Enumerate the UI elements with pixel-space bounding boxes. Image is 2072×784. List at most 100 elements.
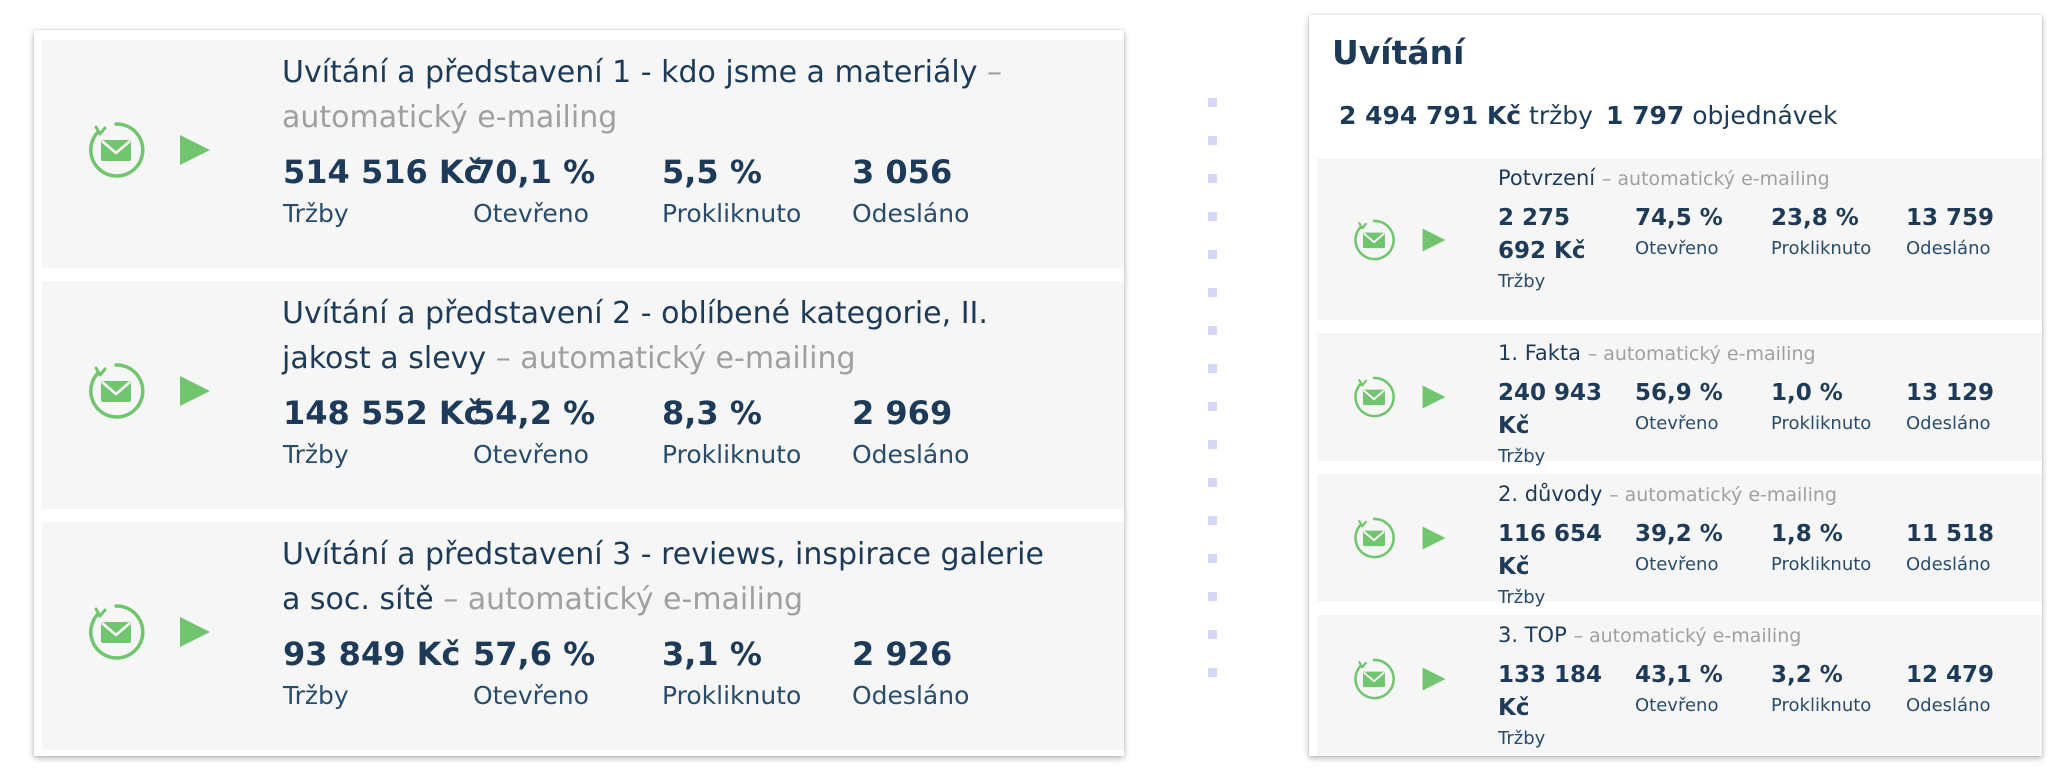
stat-value: 1,0 % [1771,380,1843,406]
stat-label: Otevřeno [473,681,589,710]
stat-label: Tržby [283,199,349,228]
campaign-title[interactable]: Uvítání a představení 2 - oblíbené kateg… [282,291,1062,381]
stat-value: 43,1 % [1635,662,1723,688]
stat-clicked: 5,5 % Prokliknuto [662,150,852,234]
stat-label: Prokliknuto [662,199,802,228]
stat-label: Tržby [1498,728,1546,749]
campaign-title-text: 2. důvody [1498,482,1603,506]
connector-dot [1208,174,1217,183]
panel-title: Uvítání [1332,33,1465,72]
play-icon[interactable] [1421,666,1447,692]
stat-clicked: 1,0 % Prokliknuto [1771,377,1901,438]
play-icon[interactable] [178,615,212,649]
play-icon[interactable] [1421,227,1447,253]
stat-label: Otevřeno [1635,413,1719,434]
stat-revenue: 148 552 Kč Tržby [283,391,483,475]
mail-circle-icon [89,363,145,419]
stat-label: Tržby [283,440,349,469]
stat-value: 39,2 % [1635,521,1723,547]
stat-sent: 13 129 Odesláno [1906,377,2036,438]
stat-opened: 43,1 % Otevřeno [1635,659,1765,720]
campaign-row[interactable]: 2. důvody – automatický e-mailing 116 65… [1317,474,2042,608]
campaign-type: – automatický e-mailing [1573,625,1802,647]
stat-label: Tržby [1498,446,1546,467]
stat-clicked: 8,3 % Prokliknuto [662,391,852,475]
stat-value: 23,8 % [1771,205,1859,231]
campaign-title-text: Uvítání a představení 3 - reviews, inspi… [282,537,1044,617]
stat-label: Tržby [1498,271,1546,292]
stat-label: Odesláno [1906,238,1991,259]
campaign-type: – automatický e-mailing [495,341,856,376]
stat-opened: 56,9 % Otevřeno [1635,377,1765,438]
total-orders-label: objednávek [1692,101,1838,130]
stat-label: Prokliknuto [1771,554,1872,575]
stat-value: 2 926 [852,635,953,673]
campaign-row[interactable]: Uvítání a představení 3 - reviews, inspi… [42,522,1124,750]
stat-sent: 3 056 Odesláno [852,150,1042,234]
campaign-row[interactable]: 3. TOP – automatický e-mailing 133 184 K… [1317,615,2042,756]
stat-sent: 2 926 Odesláno [852,632,1042,716]
stat-value: 12 479 [1906,662,1995,688]
stat-sent: 12 479 Odesláno [1906,659,2036,720]
stat-label: Otevřeno [1635,695,1719,716]
stat-clicked: 23,8 % Prokliknuto [1771,202,1901,263]
campaign-type: – automatický e-mailing [1587,343,1816,365]
stat-label: Otevřeno [473,199,589,228]
stat-opened: 54,2 % Otevřeno [473,391,663,475]
campaign-title[interactable]: 1. Fakta – automatický e-mailing [1498,341,1816,365]
total-orders: 1 797 objednávek [1606,101,1837,130]
stat-opened: 70,1 % Otevřeno [473,150,663,234]
total-revenue-label: tržby [1529,101,1593,130]
play-icon[interactable] [178,374,212,408]
connector-dot [1208,478,1217,487]
stat-label: Prokliknuto [1771,695,1872,716]
mail-circle-icon [89,122,145,178]
connector-dot [1208,440,1217,449]
play-icon[interactable] [1421,384,1447,410]
connector-dot [1208,516,1217,525]
mail-circle-icon [1354,658,1395,700]
stat-value: 93 849 Kč [283,635,461,673]
campaign-title[interactable]: 2. důvody – automatický e-mailing [1498,482,1837,506]
stat-value: 56,9 % [1635,380,1723,406]
connector-dot [1208,288,1217,297]
play-icon[interactable] [178,133,212,167]
stat-sent: 11 518 Odesláno [1906,518,2036,579]
connector-dot [1208,98,1217,107]
stat-value: 57,6 % [473,635,596,673]
stat-value: 13 129 [1906,380,1995,406]
play-icon[interactable] [1421,525,1447,551]
campaign-row[interactable]: 1. Fakta – automatický e-mailing 240 943… [1317,333,2042,467]
campaign-title-text: Uvítání a představení 1 - kdo jsme a mat… [282,55,978,90]
connector-dot [1208,326,1217,335]
stat-value: 2 275 692 Kč [1498,205,1586,264]
total-orders-value: 1 797 [1606,101,1685,130]
stat-value: 54,2 % [473,394,596,432]
stat-label: Prokliknuto [1771,238,1872,259]
stat-opened: 57,6 % Otevřeno [473,632,663,716]
campaign-list-card: Uvítání a představení 1 - kdo jsme a mat… [34,30,1124,756]
stat-label: Odesláno [1906,695,1991,716]
stat-opened: 39,2 % Otevřeno [1635,518,1765,579]
campaign-row[interactable]: Potvrzení – automatický e-mailing 2 275 … [1317,158,2042,320]
campaign-row[interactable]: Uvítání a představení 2 - oblíbené kateg… [42,281,1124,509]
stat-value: 11 518 [1906,521,1995,547]
campaign-title[interactable]: Uvítání a představení 3 - reviews, inspi… [282,532,1062,622]
stat-label: Prokliknuto [1771,413,1872,434]
stat-value: 13 759 [1906,205,1995,231]
stat-value: 133 184 Kč [1498,662,1603,721]
stat-sent: 13 759 Odesláno [1906,202,2036,263]
campaign-title[interactable]: Potvrzení – automatický e-mailing [1498,166,1830,190]
campaign-title[interactable]: Uvítání a představení 1 - kdo jsme a mat… [282,50,1062,140]
mail-circle-icon [1354,517,1395,559]
mail-circle-icon [1354,376,1395,418]
mail-circle-icon [1354,219,1395,261]
campaign-title[interactable]: 3. TOP – automatický e-mailing [1498,623,1801,647]
stat-label: Odesláno [852,440,970,469]
campaign-type: – automatický e-mailing [282,55,1002,135]
stat-value: 514 516 Kč [283,153,483,191]
stat-clicked: 1,8 % Prokliknuto [1771,518,1901,579]
campaign-row[interactable]: Uvítání a představení 1 - kdo jsme a mat… [42,40,1124,268]
total-revenue-value: 2 494 791 Kč [1339,101,1522,130]
stat-revenue: 116 654 Kč Tržby [1498,518,1628,612]
